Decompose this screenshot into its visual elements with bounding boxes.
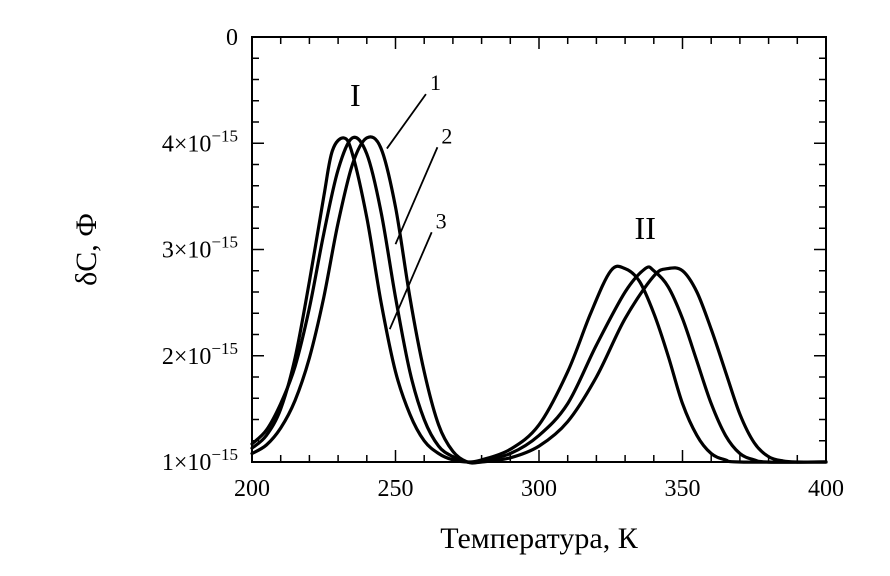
x-tick-label: 400 bbox=[808, 476, 844, 502]
axes bbox=[251, 36, 827, 463]
curve-2-label: 2 bbox=[441, 123, 452, 148]
curve-3-label: 3 bbox=[436, 208, 447, 233]
curve-1-leader-line bbox=[386, 93, 427, 150]
curve-3-leader-line bbox=[388, 231, 433, 330]
y-tick-label: 2×10−15 bbox=[162, 339, 238, 370]
x-tick-label: 300 bbox=[521, 476, 557, 502]
curve-2-leader-line bbox=[394, 146, 439, 245]
series-3-line bbox=[250, 135, 828, 465]
y-tick-label: 4×10−15 bbox=[162, 126, 238, 157]
peak-label: I bbox=[350, 77, 361, 113]
y-tick-label: 3×10−15 bbox=[162, 233, 238, 264]
y-tick-label: 0 bbox=[226, 25, 238, 51]
plot-frame bbox=[251, 36, 827, 463]
y-axis-title: δC, Ф bbox=[70, 213, 103, 286]
y-tick-label: 1×10−15 bbox=[162, 445, 238, 476]
x-tick-label: 350 bbox=[665, 476, 701, 502]
axis-labels: 200 250 300 350 400 1×10−15 2×10−15 3×10−15 4×10… bbox=[70, 25, 844, 555]
curve-1-label: 1 bbox=[430, 70, 441, 95]
plot-area bbox=[250, 135, 828, 465]
x-axis-title: Температура, К bbox=[440, 522, 638, 555]
peak-label: II bbox=[635, 210, 656, 246]
x-tick-label: 250 bbox=[378, 476, 414, 502]
x-tick-label: 200 bbox=[234, 476, 270, 502]
